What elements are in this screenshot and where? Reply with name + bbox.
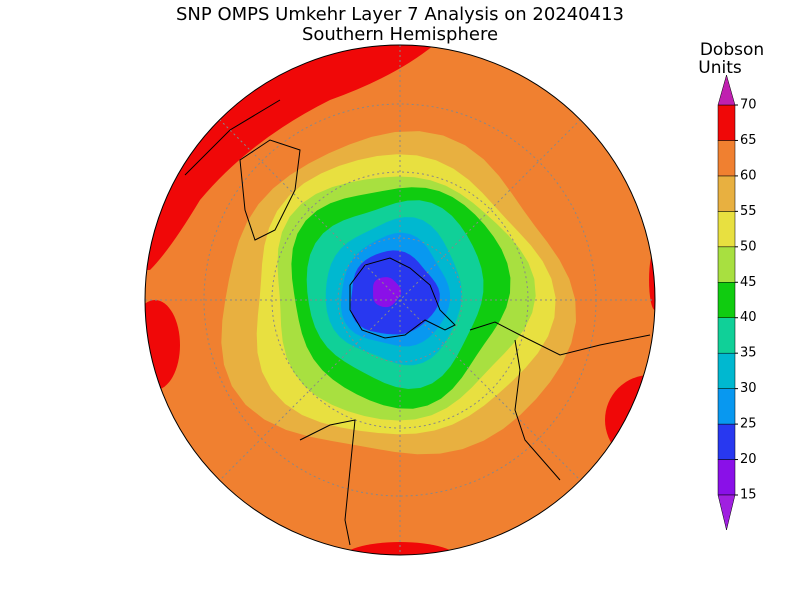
chart-subtitle: Southern Hemisphere: [302, 24, 498, 45]
colorbar-swatch: [717, 317, 736, 354]
chart-title: SNP OMPS Umkehr Layer 7 Analysis on 2024…: [176, 4, 624, 25]
colorbar-swatch: [717, 246, 736, 283]
colorbar-tick-label: 60: [740, 168, 757, 183]
colorbar-tick-label: 50: [740, 239, 757, 254]
colorbar-tick-label: 25: [740, 417, 757, 432]
colorbar-tick-label: 20: [740, 452, 757, 467]
colorbar-swatch: [717, 423, 736, 460]
colorbar-under: [717, 494, 736, 531]
colorbar-swatch: [717, 388, 736, 425]
colorbar: 15 20 25 30 35 40 45 50 55 60 65 70: [717, 74, 757, 531]
colorbar-tick-label: 30: [740, 381, 757, 396]
colorbar-label: Dobson: [700, 40, 764, 60]
coastline: [184, 99, 651, 546]
colorbar-label: Units: [698, 58, 742, 78]
colorbar-swatch: [717, 352, 736, 389]
colorbar-over: [717, 74, 736, 106]
colorbar-tick-label: 45: [740, 275, 757, 290]
field-maximum: [145, 300, 180, 390]
colorbar-swatch: [717, 175, 736, 212]
colorbar-tick-label: 65: [740, 133, 757, 148]
ozone-field: [145, 45, 655, 555]
colorbar-tick-label: 40: [740, 310, 757, 325]
field-maximum: [649, 250, 655, 310]
field-maximum: [340, 542, 460, 555]
colorbar-tick-label: 15: [740, 488, 757, 503]
colorbar-tick-label: 55: [740, 204, 757, 219]
colorbar-tick-label: 35: [740, 346, 757, 361]
colorbar-swatch: [717, 211, 736, 248]
globe-border: [144, 44, 656, 556]
colorbar-swatch: [717, 459, 736, 496]
colorbar-tick-label: 70: [740, 98, 757, 113]
field-maximum: [605, 375, 655, 465]
colorbar-swatch: [717, 282, 736, 318]
colorbar-swatch: [717, 104, 736, 141]
graticule: [145, 45, 655, 555]
colorbar-swatch: [717, 140, 736, 177]
